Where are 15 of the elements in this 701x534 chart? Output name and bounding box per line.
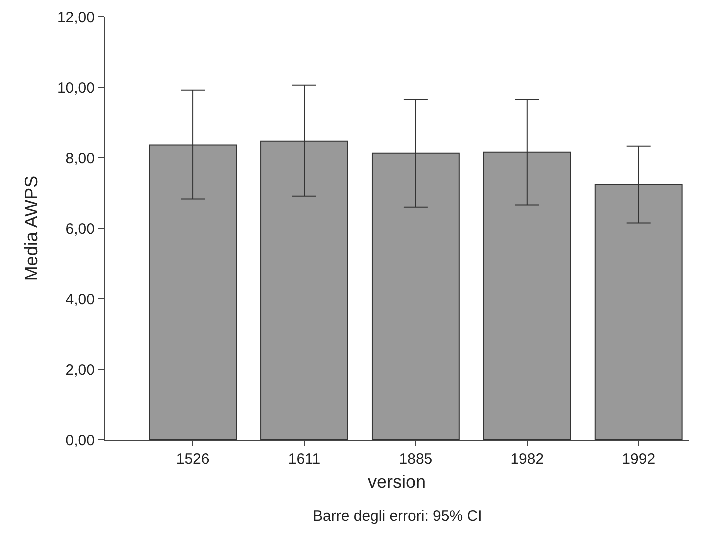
x-tick-label: 1982 <box>510 451 544 468</box>
text: Barre degli errori: 95% CI <box>313 508 482 525</box>
y-tick-label: 0,00 <box>66 432 95 450</box>
y-tick-label: 6,00 <box>66 220 95 238</box>
y-tick-label: 2,00 <box>66 362 95 379</box>
y-tick-label: 12,00 <box>57 9 95 26</box>
y-tick-label: 8,00 <box>66 150 95 168</box>
x-tick-label: 1885 <box>399 451 433 468</box>
x-tick-label: 1611 <box>288 451 321 468</box>
y-tick-label: 4,00 <box>66 291 95 308</box>
y-axis-title: Media AWPS <box>22 176 42 282</box>
x-tick-label: 1992 <box>622 451 656 468</box>
y-tick-label: 10,00 <box>57 80 95 97</box>
x-tick-label: 1526 <box>176 451 210 468</box>
x-axis-title: version <box>368 472 426 492</box>
